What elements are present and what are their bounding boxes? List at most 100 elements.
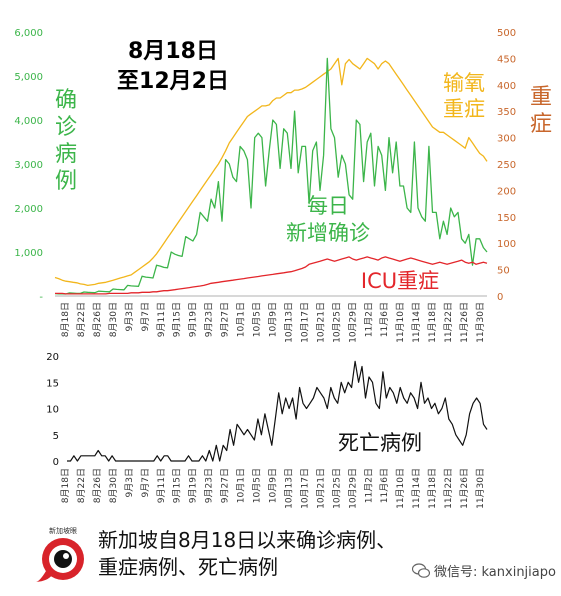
right-side-char: 症 [530, 112, 552, 137]
wechat-icon [412, 563, 430, 578]
x-tick-label: 9月15日 [172, 302, 183, 337]
caption-line1: 新加坡自8月18日以来确诊病例、 [98, 528, 397, 552]
x-tick-label: 10月5日 [252, 302, 263, 337]
x-tick-label: 11月10日 [395, 468, 406, 509]
x-tick-label: 9月3日 [124, 302, 135, 331]
x-tick-label: 9月27日 [220, 468, 231, 503]
x-tick-label: 9月23日 [204, 468, 215, 503]
left-side-char: 病 [55, 142, 77, 167]
bottom-y-tick-label: 5 [53, 431, 59, 442]
x-tick-label: 8月18日 [60, 468, 71, 503]
right-y-tick-label: 50 [497, 266, 510, 277]
right-y-tick-label: 200 [497, 186, 516, 197]
x-tick-label: 10月13日 [284, 468, 295, 509]
x-tick-label: 10月5日 [252, 468, 263, 503]
x-tick-label: 8月22日 [76, 468, 87, 503]
x-tick-label: 8月30日 [108, 302, 119, 337]
x-tick-label: 11月2日 [363, 468, 374, 503]
right-y-tick-label: 400 [497, 81, 516, 92]
x-tick-label: 11月18日 [427, 302, 438, 343]
x-tick-label: 10月25日 [331, 468, 342, 509]
x-tick-label: 11月2日 [363, 302, 374, 337]
right-y-tick-label: 150 [497, 213, 516, 224]
daily-cases-label: 新增确诊 [286, 221, 370, 245]
x-tick-label: 9月19日 [188, 302, 199, 337]
x-tick-label: 9月19日 [188, 468, 199, 503]
left-side-char: 例 [55, 169, 77, 194]
x-tick-label: 8月18日 [60, 302, 71, 337]
death-series-line [67, 360, 488, 462]
xinjiapo-eye-logo: 新加坡眼 [36, 526, 84, 582]
right-y-tick-label: 500 [497, 28, 516, 39]
x-tick-label: 10月17日 [299, 468, 310, 509]
bottom-y-tick-label: 20 [46, 352, 59, 363]
oxygen-label: 输氧 [443, 71, 485, 95]
top-chart: - 1,000 2,000 3,000 4,000 5,000 6,000 0 50 100 15… [14, 28, 552, 343]
x-tick-label: 9月11日 [156, 302, 167, 337]
x-tick-label: 11月30日 [475, 302, 486, 343]
x-tick-label: 10月9日 [268, 468, 279, 503]
x-tick-label: 10月25日 [331, 302, 342, 343]
right-y-tick-label: 350 [497, 107, 516, 118]
bottom-chart: 0 5 10 15 20 8月18日 8月22日 8月26日 8月30日 9月3日 9月7日 9月1… [46, 352, 488, 509]
left-y-tick-label: 5,000 [14, 72, 43, 83]
x-tick-label: 11月26日 [459, 302, 470, 343]
x-tick-label: 9月23日 [204, 302, 215, 337]
x-tick-label: 9月3日 [124, 468, 135, 497]
right-axis-side-label: 重症 [530, 85, 552, 137]
x-tick-label: 10月29日 [347, 468, 358, 509]
right-y-tick-label: 300 [497, 134, 516, 145]
x-tick-label: 11月14日 [411, 468, 422, 509]
daily-cases-series-line [54, 57, 488, 295]
left-side-char: 确 [55, 88, 77, 113]
x-tick-label: 10月29日 [347, 302, 358, 343]
right-side-char: 重 [530, 85, 552, 110]
icu-series-line [55, 256, 488, 295]
x-tick-label: 9月7日 [140, 302, 151, 331]
x-tick-label: 11月22日 [443, 302, 454, 343]
left-side-char: 诊 [55, 115, 77, 140]
left-y-tick-label: 4,000 [14, 116, 43, 127]
oxygen-series-line [54, 57, 488, 287]
left-y-tick-label: 6,000 [14, 28, 43, 39]
left-y-tick-label: 2,000 [14, 204, 43, 215]
right-y-tick-label: 0 [497, 292, 503, 303]
x-tick-label: 11月10日 [395, 302, 406, 343]
x-tick-label: 11月22日 [443, 468, 454, 509]
bottom-y-tick-label: 0 [53, 457, 59, 468]
x-tick-label: 9月7日 [140, 468, 151, 497]
x-tick-label: 10月1日 [236, 302, 247, 337]
x-tick-label: 11月18日 [427, 468, 438, 509]
icu-label: ICU重症 [361, 269, 439, 293]
left-y-tick-label: 3,000 [14, 160, 43, 171]
x-tick-label: 8月26日 [92, 468, 103, 503]
x-tick-label: 10月21日 [315, 302, 326, 343]
x-tick-label: 9月27日 [220, 302, 231, 337]
right-y-tick-label: 250 [497, 160, 516, 171]
x-tick-label: 11月6日 [379, 302, 390, 337]
x-tick-label: 9月11日 [156, 468, 167, 503]
right-y-tick-label: 450 [497, 54, 516, 65]
wechat-id: 微信号: kanxinjiapo [412, 561, 556, 580]
x-tick-label: 11月6日 [379, 468, 390, 503]
x-tick-label: 10月1日 [236, 468, 247, 503]
x-tick-label: 10月21日 [315, 468, 326, 509]
left-y-tick-label: 1,000 [14, 248, 43, 259]
bottom-y-tick-label: 15 [46, 378, 59, 389]
left-axis-side-label: 确诊病例 [55, 88, 77, 194]
x-tick-label: 11月14日 [411, 302, 422, 343]
x-tick-label: 11月30日 [475, 468, 486, 509]
x-tick-label: 10月9日 [268, 302, 279, 337]
oxygen-label: 重症 [443, 97, 485, 121]
x-tick-label: 8月26日 [92, 302, 103, 337]
bottom-y-tick-label: 10 [46, 405, 59, 416]
x-tick-label: 10月17日 [299, 302, 310, 343]
x-tick-label: 9月15日 [172, 468, 183, 503]
wechat-id-text: 微信号: kanxinjiapo [434, 565, 556, 580]
daily-cases-label: 每日 [307, 194, 349, 218]
x-tick-label: 8月30日 [108, 468, 119, 503]
chart-title-line1: 8月18日 [128, 39, 218, 64]
x-tick-label: 8月22日 [76, 302, 87, 337]
logo-text: 新加坡眼 [49, 526, 77, 535]
